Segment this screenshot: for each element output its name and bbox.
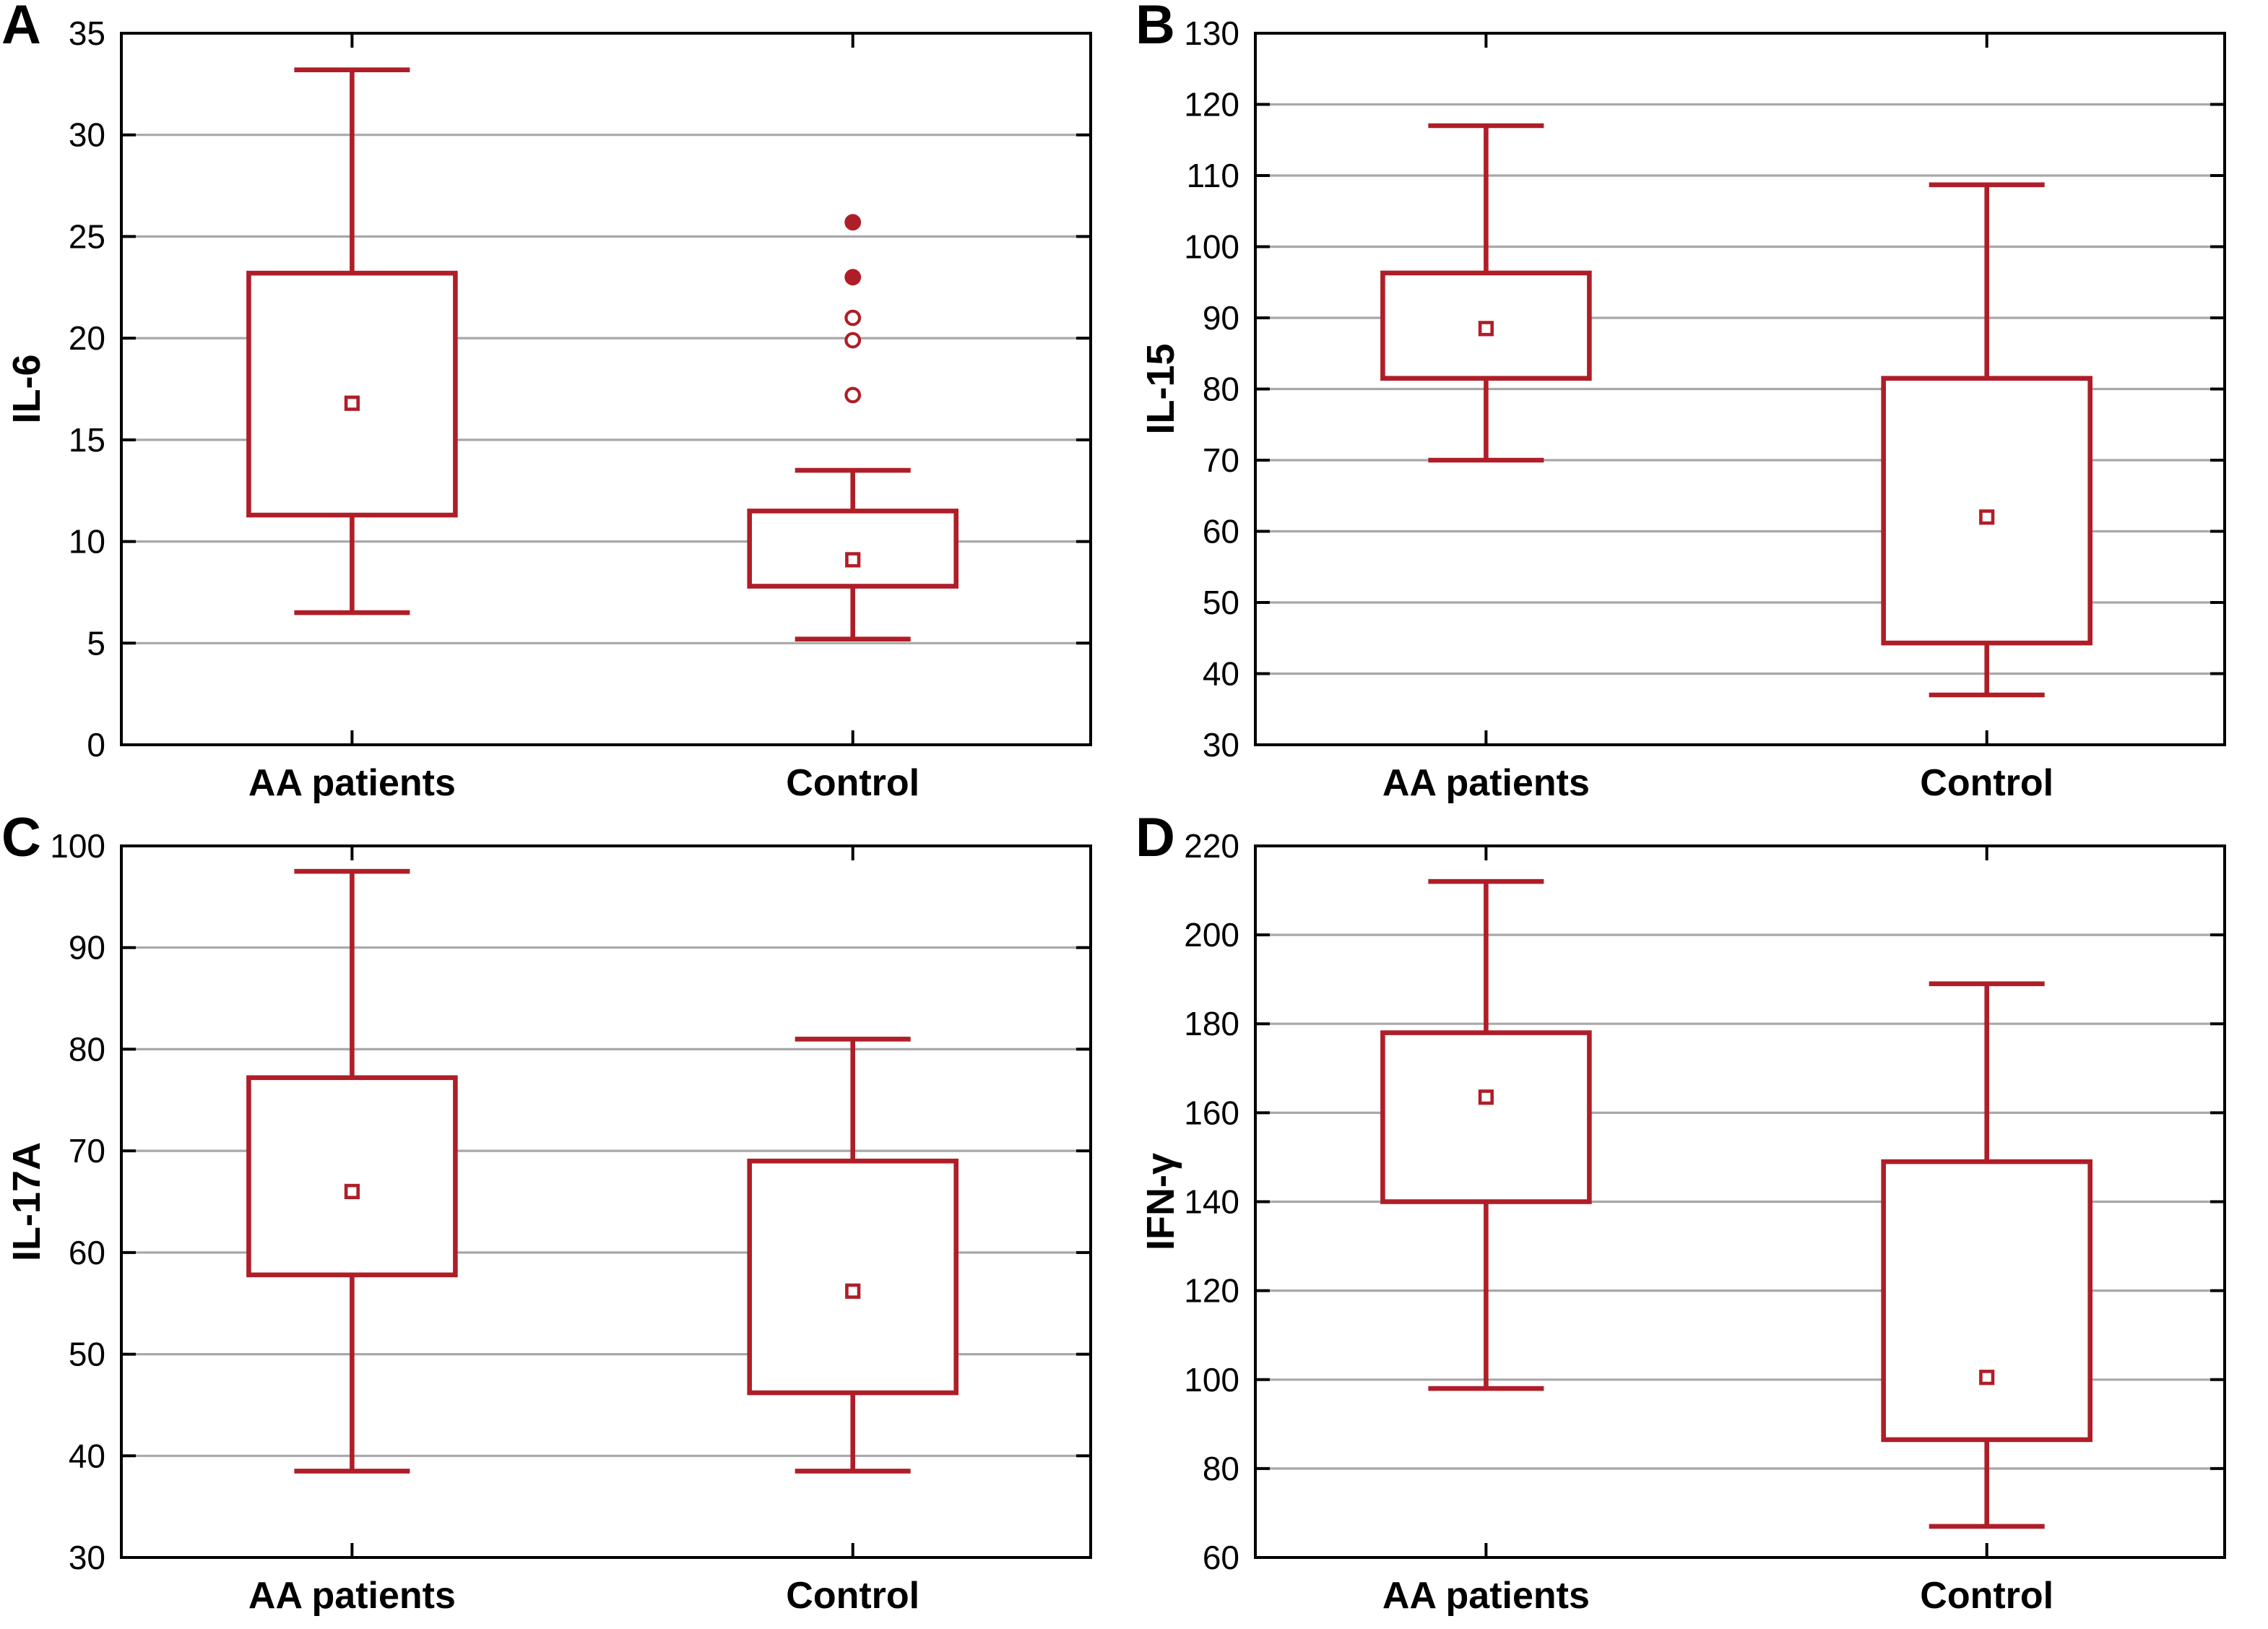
svg-text:20: 20 <box>69 319 105 357</box>
svg-text:140: 140 <box>1184 1183 1239 1221</box>
svg-text:25: 25 <box>69 217 105 255</box>
svg-text:30: 30 <box>69 1539 105 1576</box>
svg-text:C: C <box>1 813 41 868</box>
svg-text:50: 50 <box>69 1336 105 1373</box>
svg-text:60: 60 <box>69 1234 105 1271</box>
svg-text:35: 35 <box>69 14 105 52</box>
svg-text:160: 160 <box>1184 1094 1239 1131</box>
svg-text:AA patients: AA patients <box>1382 762 1590 804</box>
svg-text:AA patients: AA patients <box>1382 1575 1590 1617</box>
svg-text:80: 80 <box>1203 1450 1239 1487</box>
svg-text:5: 5 <box>87 624 105 662</box>
svg-text:100: 100 <box>50 827 105 865</box>
svg-text:A: A <box>1 0 41 56</box>
svg-text:IL-6: IL-6 <box>5 354 48 423</box>
svg-text:80: 80 <box>69 1030 105 1068</box>
svg-text:50: 50 <box>1203 584 1239 621</box>
svg-text:10: 10 <box>69 523 105 561</box>
svg-text:120: 120 <box>1184 1272 1239 1310</box>
svg-text:130: 130 <box>1184 14 1239 52</box>
svg-text:100: 100 <box>1184 1361 1239 1399</box>
svg-text:IL-17A: IL-17A <box>5 1142 48 1261</box>
svg-text:AA patients: AA patients <box>248 762 456 804</box>
svg-text:60: 60 <box>1203 513 1239 550</box>
svg-text:90: 90 <box>69 929 105 967</box>
svg-text:0: 0 <box>87 726 105 764</box>
svg-text:200: 200 <box>1184 916 1239 954</box>
svg-text:60: 60 <box>1203 1539 1239 1576</box>
svg-text:40: 40 <box>69 1437 105 1474</box>
svg-text:AA patients: AA patients <box>248 1575 456 1617</box>
svg-text:70: 70 <box>69 1132 105 1170</box>
svg-text:80: 80 <box>1203 371 1239 408</box>
svg-text:30: 30 <box>69 116 105 154</box>
svg-text:Control: Control <box>1920 762 2053 804</box>
svg-text:IL-15: IL-15 <box>1139 343 1182 434</box>
svg-text:Control: Control <box>1920 1575 2053 1617</box>
svg-text:220: 220 <box>1184 827 1239 865</box>
svg-text:110: 110 <box>1187 157 1239 194</box>
svg-text:90: 90 <box>1203 299 1239 337</box>
svg-text:Control: Control <box>786 1575 919 1617</box>
svg-text:120: 120 <box>1184 86 1239 124</box>
svg-text:70: 70 <box>1203 441 1239 479</box>
svg-text:100: 100 <box>1184 228 1239 266</box>
svg-text:Control: Control <box>786 762 919 804</box>
svg-text:B: B <box>1135 0 1175 56</box>
svg-text:180: 180 <box>1184 1005 1239 1042</box>
svg-text:D: D <box>1135 813 1175 868</box>
svg-text:30: 30 <box>1203 726 1239 764</box>
svg-text:15: 15 <box>69 421 105 459</box>
svg-text:40: 40 <box>1203 655 1239 693</box>
svg-text:IFN-γ: IFN-γ <box>1139 1153 1182 1250</box>
